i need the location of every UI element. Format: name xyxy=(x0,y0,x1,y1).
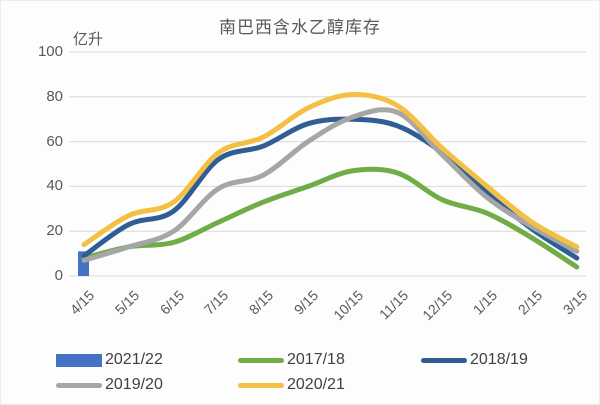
y-tick-100: 100 xyxy=(37,43,63,60)
legend-line-swatch-2020-21 xyxy=(238,382,284,388)
legend-item-2017-18: 2017/18 xyxy=(238,351,345,369)
legend-label: 2018/19 xyxy=(470,351,528,368)
legend-line-swatch-2019-20 xyxy=(56,382,102,388)
y-tick-40: 40 xyxy=(46,177,63,195)
legend-line-swatch-2018-19 xyxy=(421,357,467,363)
line-2020-21 xyxy=(81,92,580,250)
legend-label: 2017/18 xyxy=(287,351,345,368)
y-tick-80: 80 xyxy=(46,87,63,105)
legend-item-2019-20: 2019/20 xyxy=(56,376,163,394)
legend-item-2020-21: 2020/21 xyxy=(238,376,345,394)
y-axis-unit-label: 亿升 xyxy=(73,31,104,48)
legend-item-2021-22: 2021/22 xyxy=(56,351,163,369)
legend-line-swatch-2017-18 xyxy=(238,357,284,363)
legend-label: 2021/22 xyxy=(105,351,163,368)
y-tick-0: 0 xyxy=(54,267,63,284)
line-2019-20 xyxy=(81,107,580,263)
line-2017-18 xyxy=(81,166,580,270)
line-2018-19 xyxy=(81,116,580,261)
chart-title: 南巴西含水乙醇库存 xyxy=(219,18,381,37)
y-tick-60: 60 xyxy=(46,132,63,150)
y-tick-20: 20 xyxy=(46,222,63,240)
legend-label: 2019/20 xyxy=(105,376,163,393)
legend-item-2018-19: 2018/19 xyxy=(421,351,528,369)
legend-bar-swatch-2021-22 xyxy=(56,353,102,367)
legend-label: 2020/21 xyxy=(287,376,345,393)
bar-2021-22 xyxy=(78,251,89,276)
